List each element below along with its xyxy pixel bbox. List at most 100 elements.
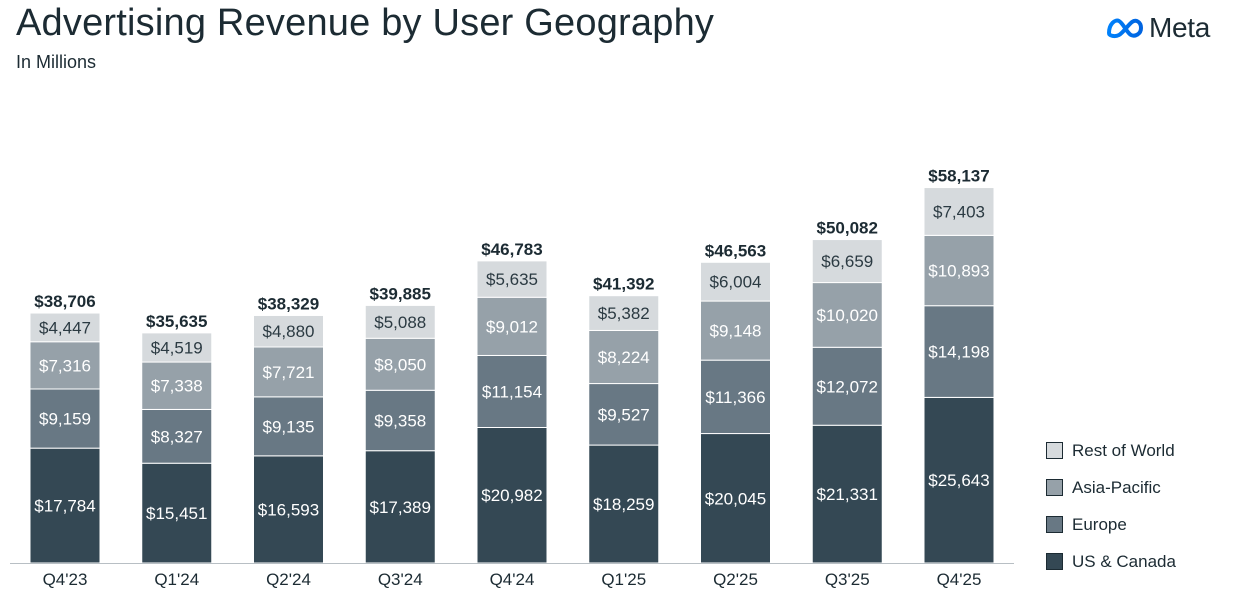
bar-segment [700, 433, 771, 564]
segment-value-label: $12,072 [817, 377, 878, 396]
x-tick-label: Q2'25 [713, 570, 758, 589]
total-value-label: $46,563 [705, 241, 766, 260]
bar-segment [29, 312, 101, 343]
meta-logo: Meta [1105, 8, 1210, 48]
bar-segment [811, 424, 883, 564]
segment-value-label: $20,045 [705, 489, 766, 508]
x-tick-label: Q3'24 [378, 570, 423, 589]
bar-segment [811, 346, 883, 426]
total-value-label: $39,885 [370, 284, 431, 303]
segment-value-label: $9,159 [39, 410, 91, 429]
segment-value-label: $4,447 [39, 318, 91, 337]
bar-segment [476, 354, 548, 428]
bar-segment [141, 361, 213, 410]
bar-segment [141, 462, 213, 564]
meta-infinity-icon [1107, 18, 1143, 39]
segment-value-label: $11,154 [482, 382, 542, 401]
x-tick-label: Q4'25 [937, 570, 982, 589]
bar-segment [253, 346, 324, 398]
total-value-label: $38,329 [258, 294, 319, 313]
segment-value-label: $8,050 [374, 355, 426, 374]
chart-subtitle: In Millions [16, 52, 97, 72]
bar-segment [700, 359, 771, 435]
bar-segment [923, 234, 995, 307]
bar-segment [141, 332, 213, 363]
bar-segment [476, 260, 548, 298]
legend-item: Rest of World [1046, 432, 1176, 469]
bar-segment [364, 337, 436, 391]
meta-logo-text: Meta [1149, 12, 1211, 43]
total-value-label: $41,392 [593, 275, 654, 294]
segment-value-label: $6,004 [710, 273, 762, 292]
legend-label: Rest of World [1072, 440, 1175, 460]
segment-value-label: $10,020 [817, 306, 878, 325]
segment-value-label: $9,527 [598, 405, 650, 424]
legend-swatch [1046, 442, 1063, 459]
segment-value-label: $7,316 [39, 356, 91, 375]
bar-segment [811, 282, 883, 348]
bar-segment [476, 426, 548, 564]
total-value-label: $46,783 [481, 240, 542, 259]
bar-segment [253, 396, 324, 457]
legend-item: Europe [1046, 506, 1176, 543]
legend-item: US & Canada [1046, 543, 1176, 580]
segment-value-label: $5,382 [598, 304, 650, 323]
bar-segment [588, 383, 660, 446]
segment-value-label: $5,088 [374, 313, 426, 332]
segment-value-label: $18,259 [593, 495, 654, 514]
legend-swatch [1046, 516, 1063, 533]
segment-value-label: $7,403 [933, 202, 985, 221]
segment-value-label: $14,198 [928, 343, 989, 362]
segment-value-label: $9,358 [374, 411, 426, 430]
segment-value-label: $25,643 [928, 471, 989, 490]
bar-segment [588, 444, 660, 564]
x-tick-label: Q3'25 [825, 570, 870, 589]
segment-value-label: $8,327 [151, 427, 203, 446]
total-value-label: $38,706 [34, 292, 95, 311]
legend-label: US & Canada [1072, 551, 1176, 571]
total-value-label: $35,635 [146, 312, 207, 331]
legend-swatch [1046, 553, 1063, 570]
segment-value-label: $15,451 [146, 504, 207, 523]
bar-segment [923, 305, 995, 398]
chart-legend: Rest of World Asia-Pacific Europe US & Cana… [1046, 432, 1176, 580]
segment-value-label: $6,659 [821, 252, 873, 271]
x-tick-label: Q1'25 [601, 570, 646, 589]
segment-value-label: $17,784 [34, 497, 95, 516]
total-value-label: $58,137 [928, 167, 989, 186]
bar-segment [923, 396, 995, 564]
segment-value-label: $7,338 [151, 377, 203, 396]
bar-segment [588, 295, 660, 331]
legend-label: Asia-Pacific [1072, 477, 1161, 497]
segment-value-label: $10,893 [928, 262, 989, 281]
segment-value-label: $16,593 [258, 500, 319, 519]
bar-segment [253, 314, 324, 348]
chart-title: Advertising Revenue by User Geography [16, 2, 715, 44]
bar-segment [700, 261, 771, 302]
segment-value-label: $7,721 [263, 363, 315, 382]
bar-segment [700, 300, 771, 361]
segment-value-label: $17,389 [370, 498, 431, 517]
bar-segment [588, 329, 660, 385]
legend-swatch [1046, 479, 1063, 496]
legend-item: Asia-Pacific [1046, 469, 1176, 506]
segment-value-label: $11,366 [705, 388, 765, 407]
segment-value-label: $20,982 [481, 486, 542, 505]
bar-segment [253, 455, 324, 564]
total-value-label: $50,082 [817, 219, 878, 238]
bar-segment [29, 388, 101, 449]
x-tick-label: Q4'24 [490, 570, 535, 589]
x-tick-label: Q1'24 [154, 570, 199, 589]
x-tick-label: Q4'23 [43, 570, 88, 589]
legend-label: Europe [1072, 514, 1127, 534]
x-tick-label: Q2'24 [266, 570, 311, 589]
segment-value-label: $4,519 [151, 338, 203, 357]
segment-value-label: $9,012 [486, 317, 538, 336]
bar-segment [923, 187, 995, 236]
segment-value-label: $9,135 [263, 417, 315, 436]
segment-value-label: $21,331 [817, 485, 878, 504]
segment-value-label: $9,148 [710, 322, 762, 341]
bar-segment [811, 239, 883, 284]
bar-segment [364, 304, 436, 339]
